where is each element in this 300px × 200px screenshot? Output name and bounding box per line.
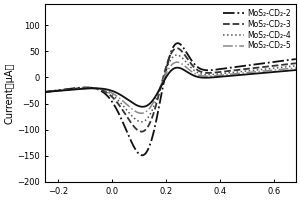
MoS₂-CD₂-5	[234, 73, 238, 75]
MoS₂-CD₂-2	[203, 69, 207, 71]
MoS₂-CD₂-5	[175, 61, 179, 63]
MoS₂-CD₂-4	[189, 66, 193, 69]
MoS₂-CD₂-4	[58, 89, 62, 92]
MoS₂-CD₂-5	[196, 74, 200, 76]
MoS₂-CD₂-3	[189, 63, 193, 65]
MoS₂-CD₂-2	[43, 91, 46, 93]
MoS₂-CD₂-5	[260, 70, 263, 72]
MoS₂-CD₂-3	[58, 89, 62, 91]
MoS₂-CD₂-3	[294, 62, 298, 64]
MoS₂-CD₂-4	[140, 121, 143, 123]
MoS₂-CD₂-3	[43, 91, 46, 93]
MoS₂-CD₂-4	[234, 71, 238, 73]
MoS₂-CD₂-4	[175, 54, 179, 56]
MoS₂-CD₂-3	[175, 47, 179, 49]
Line: MoS₂-CD₂-4: MoS₂-CD₂-4	[45, 55, 296, 122]
MoS₂-CD₂-2	[58, 89, 62, 91]
MoS₂-CD₂-5	[43, 91, 46, 93]
Legend: MoS₂-CD₂-2, MoS₂-CD₂-3, MoS₂-CD₂-4, MoS₂-CD₂-5: MoS₂-CD₂-2, MoS₂-CD₂-3, MoS₂-CD₂-4, MoS₂…	[222, 8, 292, 51]
MoS₂-CD₂-3	[234, 69, 238, 71]
MoS₂-CD₂-5	[58, 89, 62, 92]
MoS₂-CD₂-4	[196, 71, 200, 74]
MoS₂-CD₂-5	[140, 112, 143, 114]
MoS₂-CD₂-4	[203, 73, 207, 76]
MoS₂-CD₂-2	[189, 59, 193, 61]
MoS₂-CD₂-2	[176, 42, 179, 44]
MoS₂-CD₂-2	[294, 58, 298, 60]
MoS₂-CD₂-2	[140, 154, 144, 157]
Y-axis label: Current（μA）: Current（μA）	[4, 62, 14, 124]
MoS₂-CD₂-2	[196, 66, 200, 68]
MoS₂-CD₂-4	[294, 65, 298, 67]
MoS₂-CD₂-5	[203, 75, 207, 77]
MoS₂-CD₂-3	[260, 66, 263, 68]
MoS₂-CD₂-3	[196, 69, 200, 71]
Line: MoS₂-CD₂-2: MoS₂-CD₂-2	[45, 43, 296, 155]
MoS₂-CD₂-3	[140, 130, 143, 133]
MoS₂-CD₂-4	[260, 68, 263, 71]
MoS₂-CD₂-5	[294, 67, 298, 69]
Line: MoS₂-CD₂-3: MoS₂-CD₂-3	[45, 48, 296, 132]
MoS₂-CD₂-4	[43, 91, 46, 93]
MoS₂-CD₂-3	[203, 72, 207, 74]
MoS₂-CD₂-5	[189, 70, 193, 72]
MoS₂-CD₂-2	[234, 66, 238, 68]
MoS₂-CD₂-2	[260, 62, 263, 65]
Line: MoS₂-CD₂-5: MoS₂-CD₂-5	[45, 62, 296, 113]
